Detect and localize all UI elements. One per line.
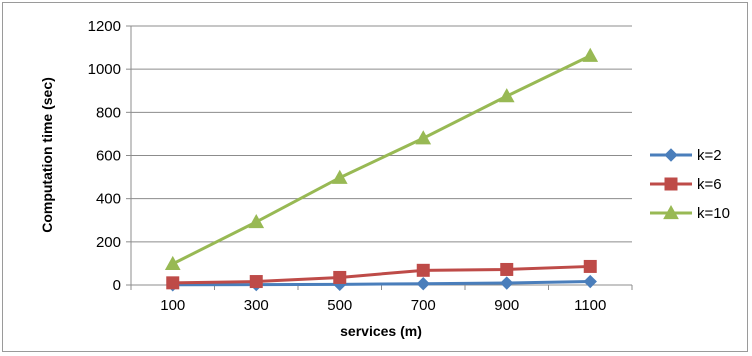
- x-tick-labels: 100 300 500 700 900 1100: [130, 285, 633, 314]
- data-point: [498, 88, 515, 103]
- series-2: [166, 259, 597, 290]
- data-point: [583, 274, 597, 289]
- data-point: [164, 255, 181, 270]
- data-point: [415, 130, 432, 145]
- y-tick-label: 1200: [88, 18, 121, 35]
- legend-marker: [663, 204, 679, 220]
- legend-marker: [664, 148, 678, 162]
- x-tick-label: 900: [494, 297, 519, 314]
- data-point: [500, 262, 514, 276]
- gridlines: [131, 25, 632, 243]
- x-tick-label: 1100: [574, 297, 606, 314]
- data-point: [416, 263, 430, 277]
- y-axis-title: Computation time (sec): [39, 77, 55, 233]
- legend-label: k=6: [697, 176, 722, 193]
- y-tick-label: 400: [96, 191, 121, 208]
- x-tick-label: 500: [327, 297, 352, 314]
- y-tick-label: 200: [96, 234, 121, 251]
- data-point: [416, 276, 430, 291]
- x-axis-title: services (m): [340, 323, 422, 339]
- y-tick-label: 800: [96, 104, 121, 121]
- y-tick-label: 0: [113, 277, 121, 294]
- series-line: [172, 54, 591, 266]
- data-point: [249, 275, 263, 289]
- legend-item: k=10: [650, 204, 730, 222]
- data-point: [333, 270, 347, 284]
- series: [164, 47, 599, 292]
- legend: k=2 k=6 k=10: [650, 147, 730, 222]
- series-line: [172, 264, 591, 285]
- legend-marker: [664, 177, 678, 191]
- legend-label: k=10: [697, 205, 730, 222]
- x-tick-label: 100: [160, 297, 185, 314]
- chart-frame: [2, 2, 748, 352]
- y-tick-labels: 0 200 400 600 800 1000 1200: [88, 18, 131, 294]
- data-point: [583, 259, 597, 273]
- data-point: [500, 276, 514, 290]
- data-point: [582, 47, 599, 62]
- data-point: [166, 276, 180, 290]
- legend-item: k=6: [650, 176, 722, 193]
- y-tick-label: 1000: [88, 61, 121, 78]
- data-point: [331, 169, 348, 184]
- data-point: [248, 213, 265, 229]
- y-tick-label: 600: [96, 148, 121, 165]
- legend-label: k=2: [697, 147, 722, 164]
- x-tick-label: 700: [411, 297, 436, 314]
- x-tick-label: 300: [244, 297, 269, 314]
- series-3: [164, 47, 599, 270]
- legend-item: k=2: [650, 147, 722, 164]
- series-line: [172, 280, 591, 287]
